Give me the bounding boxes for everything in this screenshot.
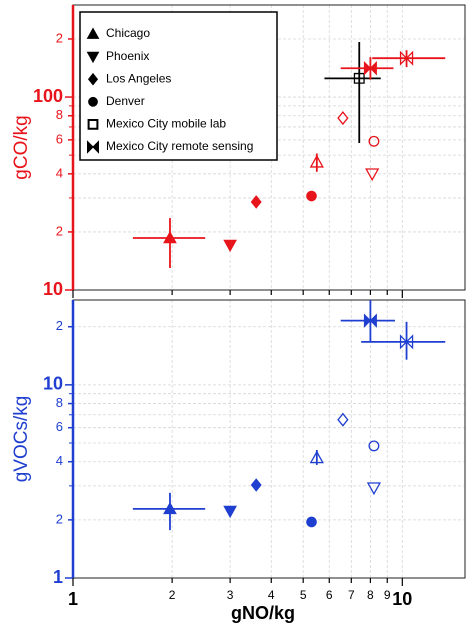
x-tick-label: 7: [348, 588, 355, 602]
marker: [337, 412, 349, 427]
y-tick-label: 1: [53, 567, 63, 587]
marker: [309, 154, 324, 168]
marker: [363, 313, 377, 328]
series: [340, 300, 446, 360]
y-tick-label: 2: [56, 223, 63, 238]
marker: [250, 478, 262, 492]
y-tick-label: 2: [56, 30, 63, 45]
series: [223, 168, 380, 253]
y-axis-label: gVOCs/kg: [11, 396, 32, 483]
y-tick-label: 8: [56, 395, 63, 410]
series: [250, 111, 349, 209]
x-tick-label: 8: [367, 588, 374, 602]
y-tick-label: 6: [56, 419, 63, 434]
marker: [306, 190, 317, 202]
marker: [163, 501, 177, 515]
y-tick-label: 8: [56, 107, 63, 122]
marker: [399, 334, 414, 350]
marker: [250, 195, 262, 209]
marker: [223, 239, 237, 253]
legend-label: Mexico City mobile lab: [106, 117, 226, 131]
series: [250, 412, 349, 492]
legend-marker: [87, 119, 99, 130]
marker: [368, 135, 380, 147]
legend-marker: [86, 51, 100, 64]
legend-marker: [88, 96, 98, 107]
marker: [163, 230, 177, 244]
x-tick-label: 1: [68, 589, 78, 609]
legend-label: Mexico City remote sensing: [106, 139, 253, 153]
series: [324, 41, 381, 143]
marker: [309, 450, 324, 464]
legend-label: Denver: [106, 94, 145, 108]
y-tick-label: 2: [56, 318, 63, 333]
legend-marker: [87, 140, 99, 154]
series: [132, 153, 324, 269]
y-tick-label: 10: [43, 374, 63, 394]
legend-label: Chicago: [106, 26, 150, 40]
y-tick-label: 4: [56, 165, 63, 180]
marker: [223, 505, 237, 519]
legend-label: Los Angeles: [106, 71, 171, 85]
y-tick-label: 4: [56, 453, 63, 468]
x-tick-label: 2: [169, 588, 176, 602]
marker: [337, 111, 349, 126]
x-tick-label: 9: [384, 588, 391, 602]
series: [132, 449, 324, 531]
legend-box: [79, 11, 278, 161]
y-tick-label: 2: [56, 511, 63, 526]
series: [306, 135, 380, 202]
legend-marker: [86, 27, 100, 39]
marker: [365, 168, 380, 182]
x-tick-label: 10: [392, 589, 412, 609]
x-axis-label: gNO/kg: [231, 603, 295, 623]
marker: [366, 482, 382, 496]
x-tick-label: 5: [300, 588, 307, 602]
x-tick-label: 4: [268, 588, 275, 602]
y-tick-label: 100: [33, 86, 63, 106]
series: [223, 482, 382, 519]
x-tick-label: 3: [227, 588, 234, 602]
marker: [399, 50, 414, 66]
legend-marker: [87, 72, 99, 86]
series: [306, 440, 380, 528]
marker: [363, 61, 377, 76]
marker: [306, 516, 317, 528]
y-axis-label: gCO/kg: [11, 115, 32, 179]
y-tick-label: 6: [56, 131, 63, 146]
y-tick-label: 10: [43, 279, 63, 299]
series: [340, 50, 446, 80]
legend-label: Phoenix: [106, 49, 149, 63]
marker: [368, 440, 380, 452]
marker: [353, 72, 365, 84]
x-tick-label: 6: [326, 588, 333, 602]
